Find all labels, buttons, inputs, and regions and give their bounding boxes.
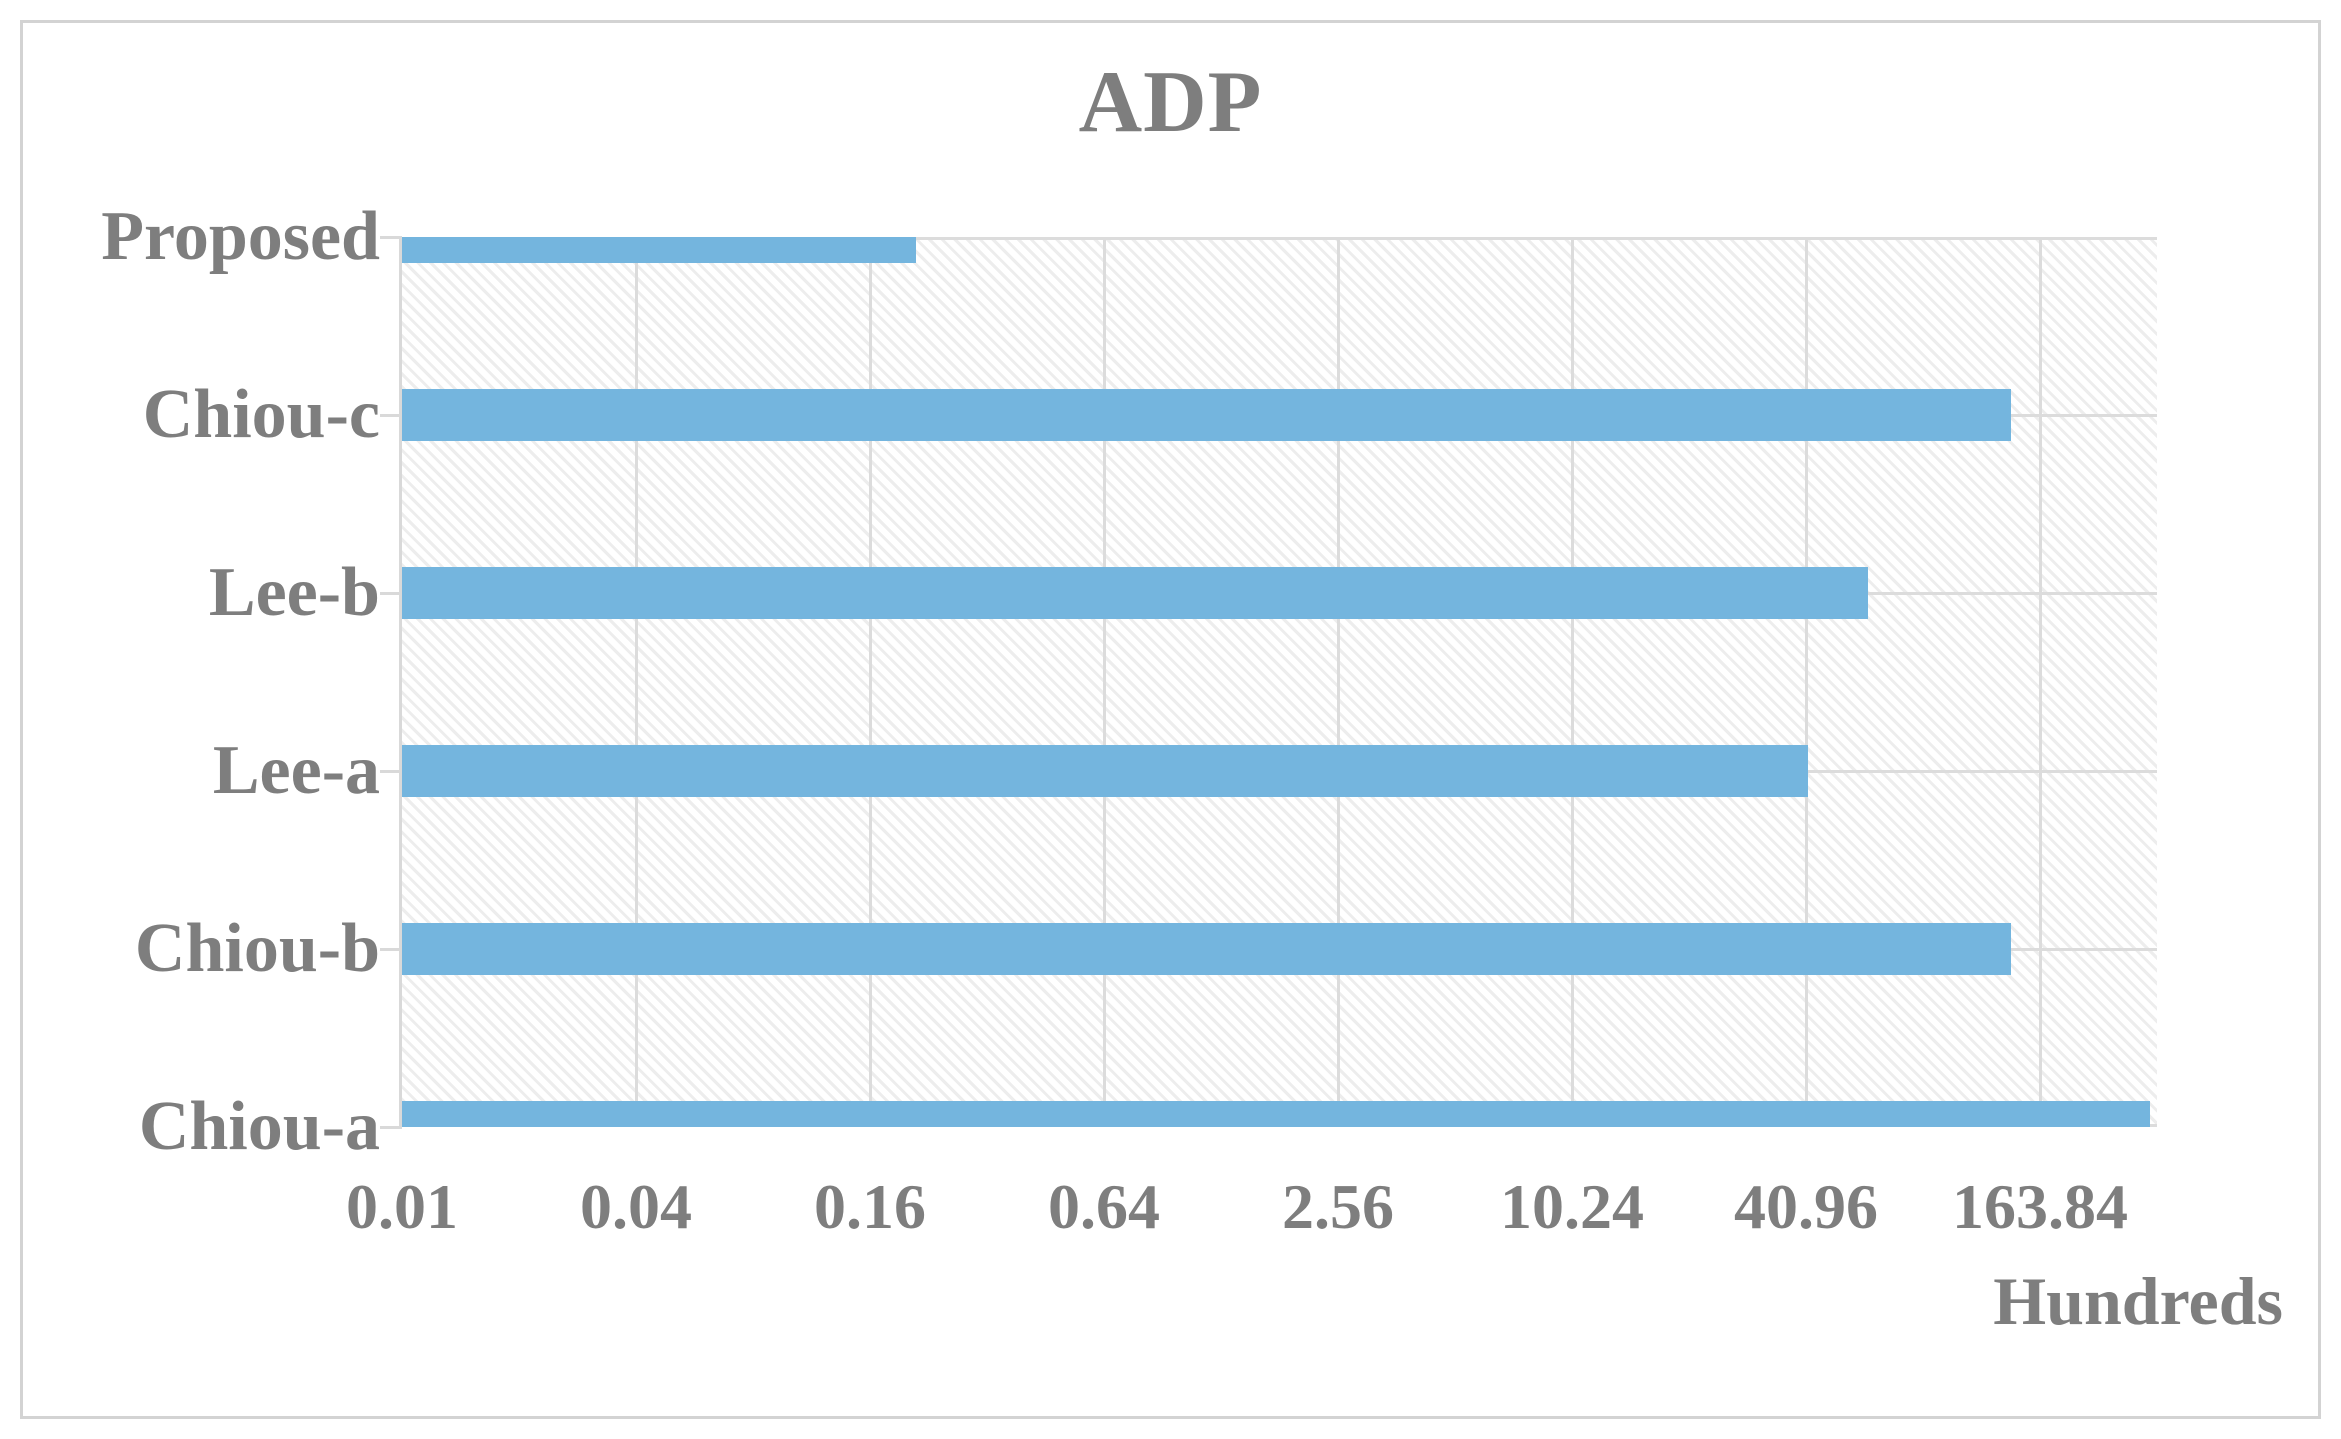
value-tick-label: 0.01 bbox=[346, 1171, 458, 1242]
bar-chiou-a bbox=[402, 1101, 2150, 1127]
bar-proposed bbox=[402, 237, 916, 263]
category-tick bbox=[380, 591, 402, 595]
bar-lee-b bbox=[402, 567, 1868, 619]
bar-chiou-c bbox=[402, 389, 2011, 441]
category-tick bbox=[380, 769, 402, 773]
value-tick-label: 0.64 bbox=[1048, 1171, 1160, 1242]
bar-lee-a bbox=[402, 745, 1808, 797]
category-label: Proposed bbox=[101, 198, 380, 275]
value-tick-label: 0.16 bbox=[814, 1171, 926, 1242]
value-gridline bbox=[1336, 237, 1340, 1127]
bar-chiou-b bbox=[402, 923, 2011, 975]
category-label: Chiou-b bbox=[134, 910, 380, 987]
value-tick-label: 163.84 bbox=[1952, 1171, 2128, 1242]
value-tick-label: 40.96 bbox=[1734, 1171, 1878, 1242]
category-tick bbox=[380, 947, 402, 951]
value-tick-label: 2.56 bbox=[1282, 1171, 1394, 1242]
value-gridline bbox=[634, 237, 638, 1127]
category-label: Chiou-c bbox=[142, 376, 380, 453]
category-tick bbox=[380, 413, 402, 417]
chart-title: ADP bbox=[1078, 54, 1263, 151]
plot-area bbox=[399, 237, 2157, 1127]
value-gridline bbox=[2038, 237, 2042, 1127]
value-tick-label: 0.04 bbox=[580, 1171, 692, 1242]
value-tick-label: 10.24 bbox=[1500, 1171, 1644, 1242]
value-gridline bbox=[868, 237, 872, 1127]
category-tick bbox=[380, 235, 402, 239]
figure-border bbox=[20, 20, 2321, 1419]
axis-unit-label: Hundreds bbox=[1993, 1263, 2283, 1339]
category-gridline bbox=[402, 237, 2157, 240]
category-tick bbox=[380, 1125, 402, 1129]
category-label: Lee-a bbox=[212, 732, 380, 809]
value-gridline bbox=[1102, 237, 1106, 1127]
value-gridline bbox=[1570, 237, 1574, 1127]
category-label: Lee-b bbox=[208, 554, 380, 631]
value-gridline bbox=[1804, 237, 1808, 1127]
category-label: Chiou-a bbox=[138, 1088, 380, 1165]
